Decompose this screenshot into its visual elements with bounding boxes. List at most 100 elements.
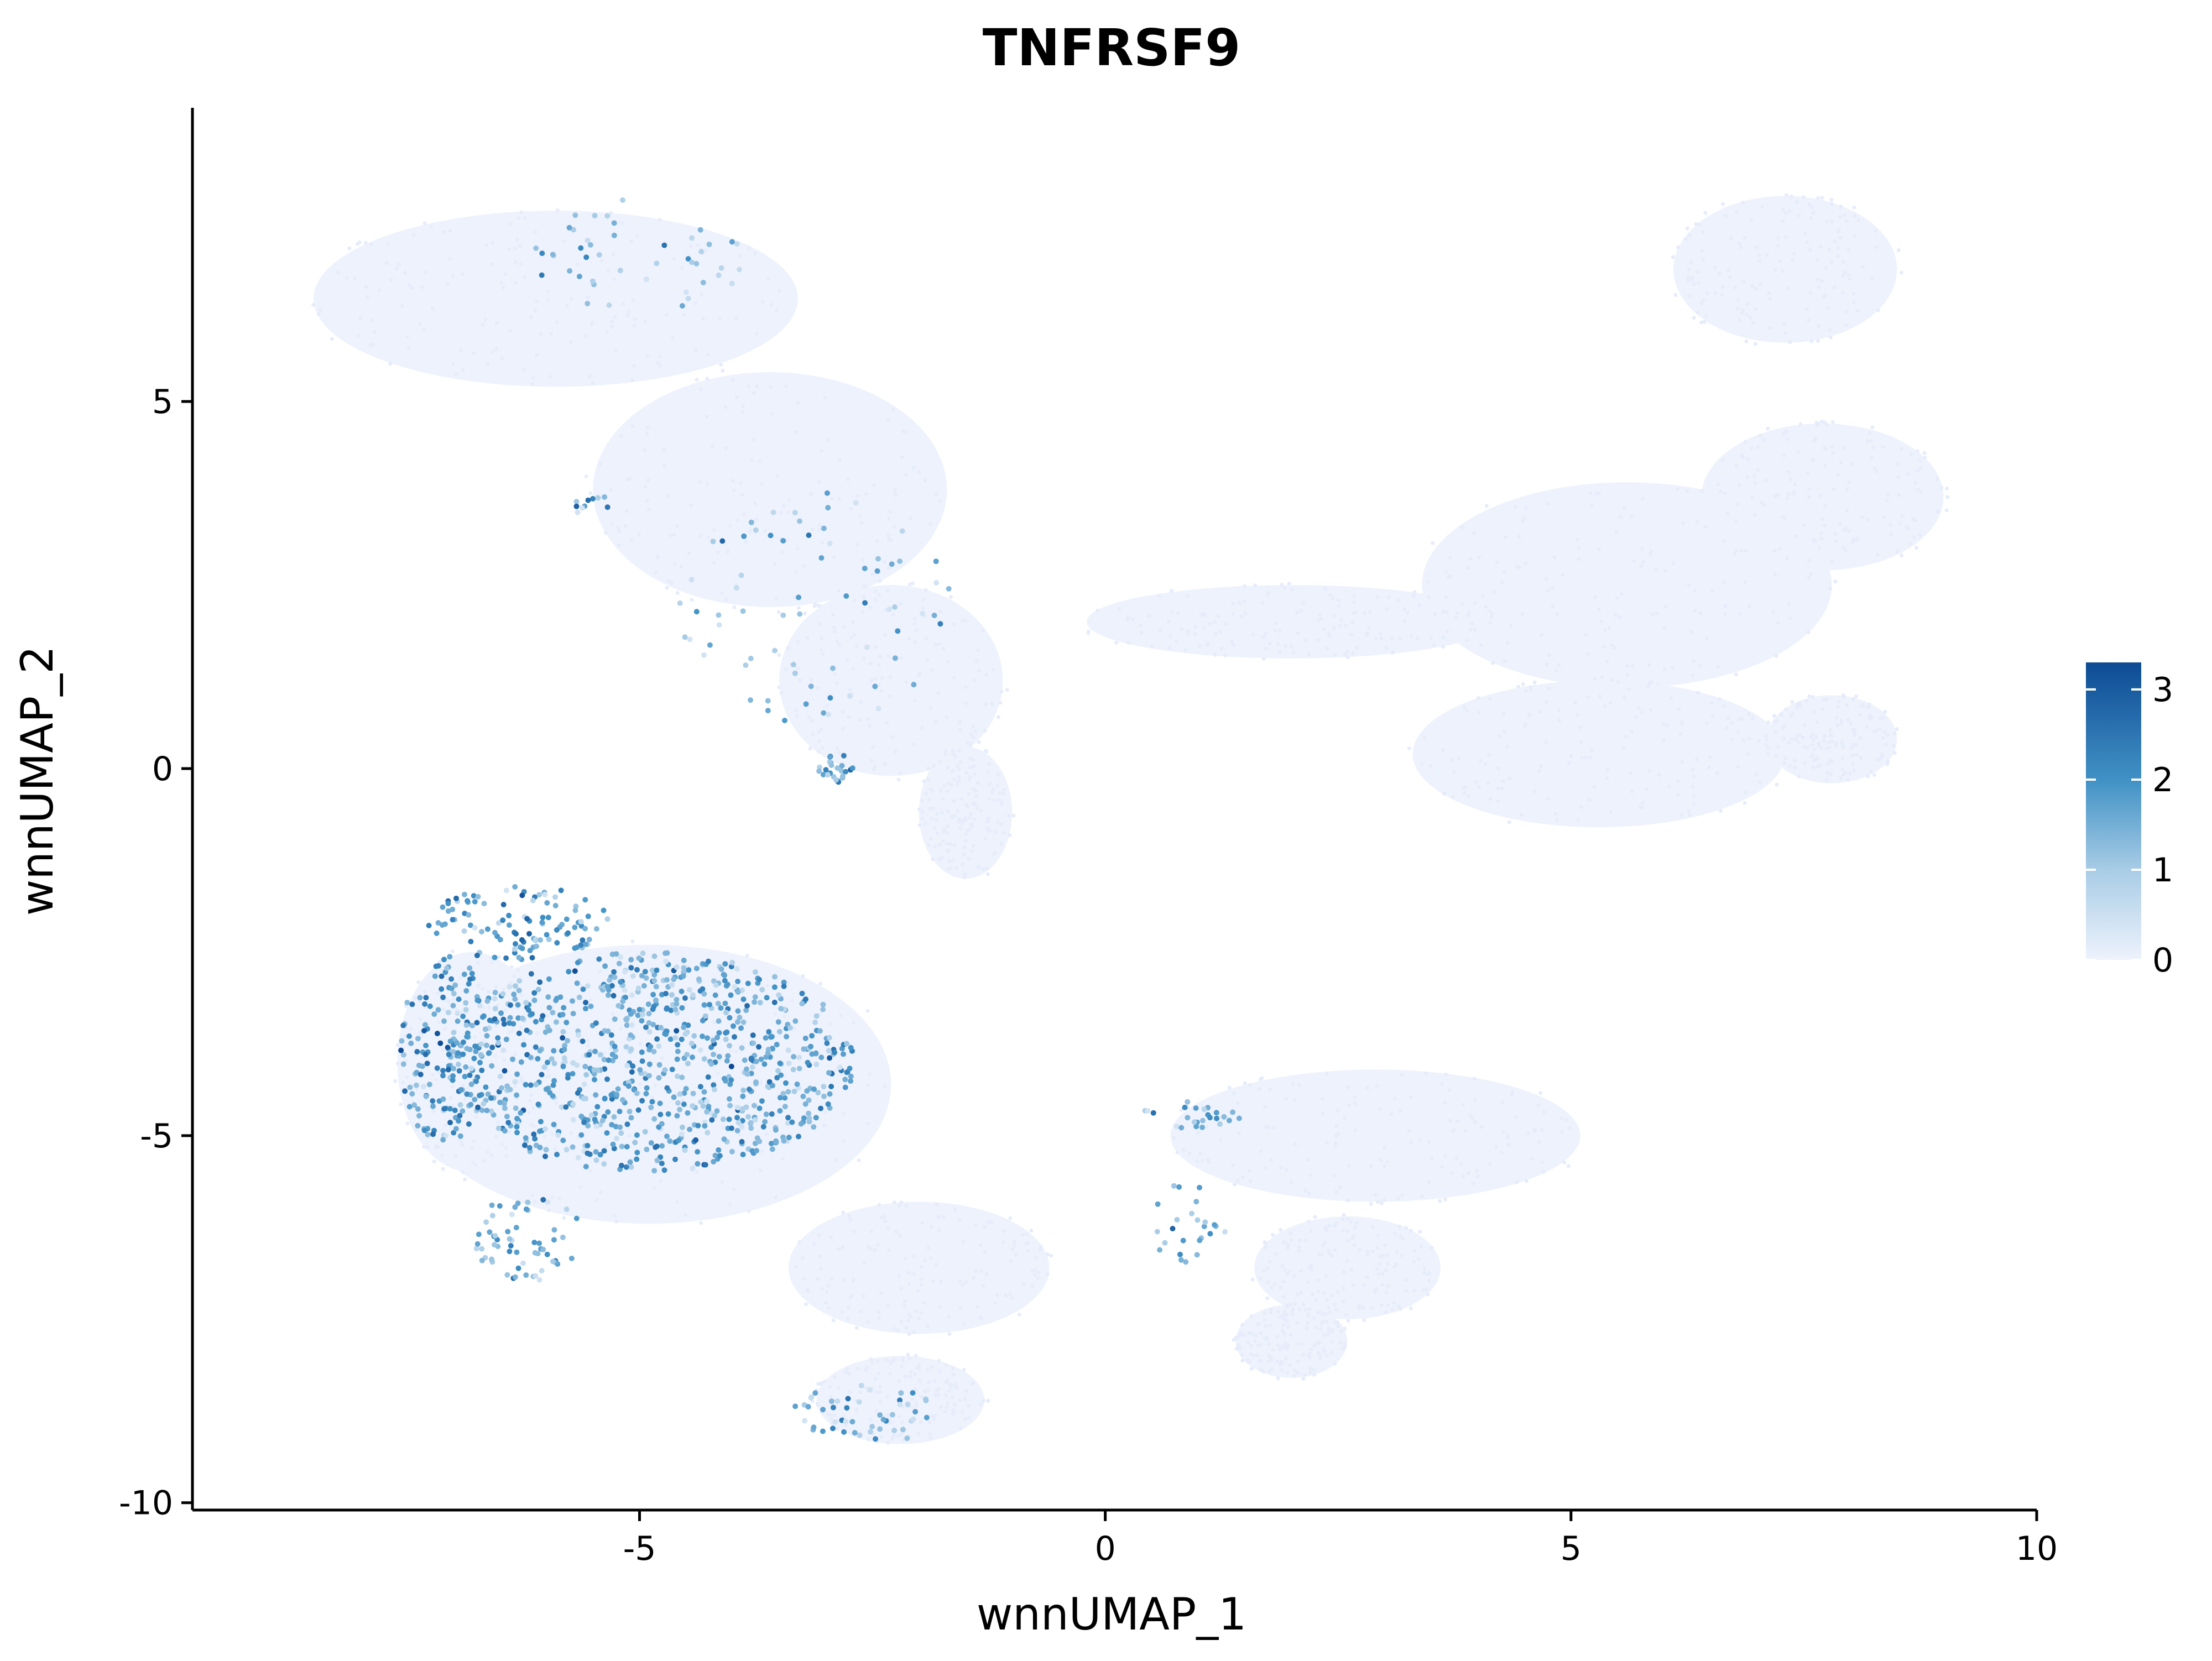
cell-point <box>1605 660 1609 664</box>
expressing-cell-point <box>495 1125 502 1131</box>
expressing-cell-point <box>582 926 588 932</box>
cell-point <box>1575 537 1579 542</box>
cell-point <box>927 1380 931 1385</box>
cell-point <box>1608 701 1613 705</box>
background-region <box>1673 196 1897 343</box>
cell-point <box>1892 751 1897 755</box>
cell-point <box>792 1026 796 1031</box>
cell-point <box>1003 1293 1008 1298</box>
expressing-cell-point <box>536 1240 542 1246</box>
cell-point <box>936 691 941 695</box>
cell-point <box>1825 761 1830 766</box>
cell-point <box>1782 453 1786 458</box>
cell-point <box>1263 1166 1267 1170</box>
cell-point <box>476 960 480 965</box>
cell-point <box>441 1167 445 1171</box>
expressing-cell-point <box>566 224 572 231</box>
cell-point <box>1794 534 1799 539</box>
cell-point <box>913 1372 917 1376</box>
cell-point <box>473 1163 478 1167</box>
cell-point <box>720 1180 724 1184</box>
cell-point <box>956 819 961 823</box>
expressing-cell-point <box>537 1145 543 1151</box>
cell-point <box>1466 793 1470 798</box>
cell-point <box>1747 604 1752 609</box>
expressing-cell-point <box>739 1138 745 1145</box>
expressing-cell-point <box>757 1105 763 1111</box>
expressing-cell-point <box>580 986 586 993</box>
expressing-cell-point <box>671 976 677 982</box>
cell-point <box>1449 758 1454 762</box>
expressing-cell-point <box>508 1243 514 1249</box>
cell-point <box>951 769 955 773</box>
cell-point <box>773 562 777 566</box>
cell-point <box>885 721 889 725</box>
cell-point <box>1308 1366 1313 1371</box>
cell-point <box>1431 541 1435 545</box>
cell-point <box>928 807 932 811</box>
cell-point <box>902 1299 907 1303</box>
expressing-cell-point <box>500 1016 507 1022</box>
expressing-cell-point <box>792 670 798 676</box>
cell-point <box>1317 1341 1321 1345</box>
background-region <box>1422 482 1832 688</box>
cell-point <box>1318 1356 1322 1361</box>
cell-point <box>1654 612 1658 615</box>
cell-point <box>1628 771 1632 775</box>
cell-point <box>732 605 737 609</box>
cell-point <box>967 777 972 782</box>
cell-point <box>953 1402 957 1407</box>
cell-point <box>926 1388 931 1392</box>
cell-point <box>1459 1162 1463 1166</box>
expressing-cell-point <box>537 1048 543 1054</box>
cell-point <box>1517 565 1521 570</box>
expressing-cell-point <box>455 1010 461 1016</box>
cell-point <box>933 1393 938 1398</box>
cell-point <box>1811 765 1815 770</box>
expressing-cell-point <box>500 1047 507 1053</box>
cell-point <box>1325 646 1329 651</box>
expressing-cell-point <box>1162 1240 1168 1246</box>
expressing-cell-point <box>507 1087 513 1093</box>
cell-point <box>1750 284 1755 288</box>
cell-point <box>1204 1125 1209 1129</box>
expressing-cell-point <box>540 1013 546 1019</box>
cell-point <box>1735 307 1740 311</box>
cell-point <box>1440 1164 1444 1169</box>
cell-point <box>897 1274 901 1278</box>
cell-point <box>1545 700 1549 704</box>
expressing-cell-point <box>467 965 473 971</box>
x-tick-label: 10 <box>2016 1529 2058 1568</box>
cell-point <box>842 1278 846 1282</box>
cell-point <box>1321 1111 1325 1116</box>
cell-point <box>1232 1091 1236 1096</box>
cell-point <box>1922 451 1927 455</box>
cell-point <box>1622 506 1626 510</box>
cell-point <box>699 1221 703 1225</box>
cell-point <box>1677 707 1682 712</box>
expressing-cell-point <box>727 1096 732 1102</box>
expressing-cell-point <box>752 999 758 1005</box>
expressing-cell-point <box>813 1013 820 1019</box>
cell-point <box>816 1403 820 1407</box>
expressing-cell-point <box>771 999 778 1005</box>
cell-point <box>1324 1273 1328 1278</box>
cell-point <box>1117 607 1121 611</box>
cell-point <box>1533 1129 1537 1134</box>
expressing-cell-point <box>772 647 778 654</box>
cell-point <box>954 1386 959 1390</box>
cell-point <box>1365 1086 1369 1090</box>
cell-point <box>502 1058 507 1062</box>
cell-point <box>1507 776 1512 781</box>
cell-point <box>934 492 938 496</box>
expressing-cell-point <box>727 1015 733 1021</box>
cell-point <box>1412 1260 1416 1264</box>
cell-point <box>1307 652 1311 656</box>
expressing-cell-point <box>572 924 578 931</box>
cell-point <box>813 602 818 607</box>
expressing-cell-point <box>719 538 726 544</box>
cell-point <box>1583 633 1588 638</box>
cell-point <box>1824 422 1829 427</box>
cell-point <box>919 1420 923 1424</box>
cell-point <box>666 578 671 583</box>
